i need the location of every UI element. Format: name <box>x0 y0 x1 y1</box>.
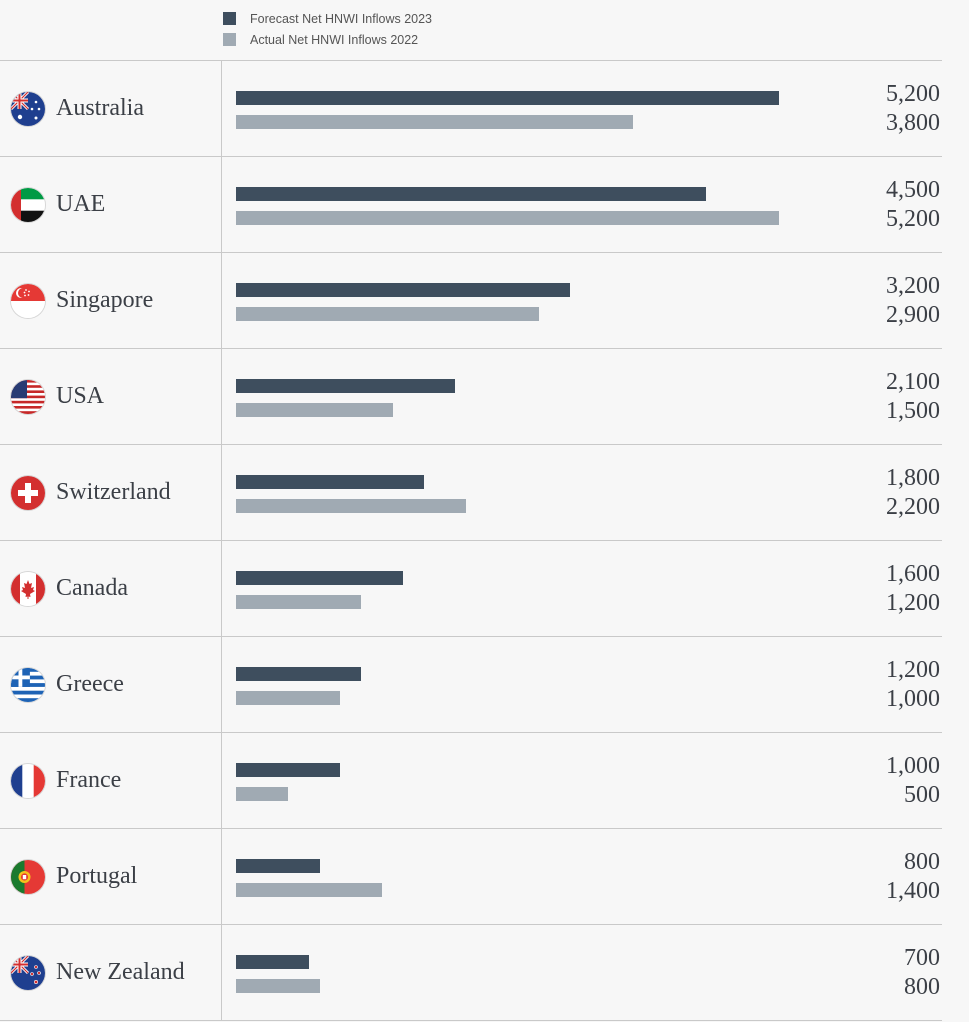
forecast-value-label: 800 <box>904 849 940 875</box>
actual-bar <box>236 979 320 993</box>
forecast-bar <box>236 571 404 585</box>
france-flag-icon <box>11 763 45 798</box>
category-label: Greece <box>56 671 124 697</box>
forecast-bar <box>236 379 456 393</box>
canada-flag-icon <box>11 571 45 606</box>
actual-value-label: 500 <box>904 782 940 808</box>
actual-bar <box>236 595 362 609</box>
forecast-bar <box>236 91 779 105</box>
country-cell: Portugal <box>0 829 222 924</box>
forecast-bar <box>236 859 320 873</box>
actual-value-label: 1,400 <box>886 878 940 904</box>
country-cell: Switzerland <box>0 445 222 540</box>
actual-bar <box>236 883 383 897</box>
chart-row: Greece 1,200 1,000 <box>0 637 942 733</box>
legend-swatch-actual <box>223 33 236 46</box>
legend-item-actual: Actual Net HNWI Inflows 2022 <box>223 29 432 50</box>
forecast-value-label: 1,800 <box>886 465 940 491</box>
actual-bar <box>236 499 466 513</box>
greece-flag-icon <box>11 667 45 702</box>
category-label: Switzerland <box>56 479 171 505</box>
category-label: Singapore <box>56 287 154 313</box>
chart-row: Australia 5,200 3,800 <box>0 61 942 157</box>
actual-bar <box>236 115 633 129</box>
forecast-bar <box>236 667 362 681</box>
portugal-flag-icon <box>11 859 45 894</box>
category-label: Australia <box>56 95 144 121</box>
actual-value-label: 800 <box>904 974 940 1000</box>
chart-row: Switzerland 1,800 2,200 <box>0 445 942 541</box>
category-label: USA <box>56 383 105 409</box>
category-label: France <box>56 767 122 793</box>
forecast-bar <box>236 475 424 489</box>
bar-chart-table: Australia 5,200 3,800 UAE 4,500 5,200 Singapor… <box>0 60 942 1021</box>
uae-flag-icon <box>11 187 45 222</box>
chart-row: New Zealand 700 800 <box>0 925 942 1021</box>
actual-value-label: 1,500 <box>886 398 940 424</box>
forecast-value-label: 3,200 <box>886 273 940 299</box>
category-label: Canada <box>56 575 128 601</box>
actual-value-label: 2,200 <box>886 494 940 520</box>
legend-label-forecast: Forecast Net HNWI Inflows 2023 <box>250 11 433 26</box>
actual-bar <box>236 403 393 417</box>
chart-row: France 1,000 500 <box>0 733 942 829</box>
country-cell: Canada <box>0 541 222 636</box>
country-cell: UAE <box>0 157 222 252</box>
actual-bar <box>236 307 539 321</box>
forecast-bar <box>236 283 571 297</box>
forecast-value-label: 1,200 <box>886 657 940 683</box>
country-cell: Greece <box>0 637 222 732</box>
switzerland-flag-icon <box>11 475 45 510</box>
chart-legend: Forecast Net HNWI Inflows 2023 Actual Ne… <box>223 8 432 50</box>
legend-swatch-forecast <box>223 12 236 25</box>
actual-value-label: 2,900 <box>886 302 940 328</box>
country-cell: USA <box>0 349 222 444</box>
actual-bar <box>236 691 341 705</box>
legend-item-forecast: Forecast Net HNWI Inflows 2023 <box>223 8 432 29</box>
actual-value-label: 1,000 <box>886 686 940 712</box>
forecast-value-label: 2,100 <box>886 369 940 395</box>
country-cell: France <box>0 733 222 828</box>
actual-bar <box>236 787 289 801</box>
forecast-value-label: 5,200 <box>886 81 940 107</box>
category-label: New Zealand <box>56 959 185 985</box>
country-cell: Singapore <box>0 253 222 348</box>
forecast-value-label: 700 <box>904 945 940 971</box>
forecast-bar <box>236 955 310 969</box>
category-label: UAE <box>56 191 106 217</box>
category-label: Portugal <box>56 863 138 889</box>
actual-value-label: 1,200 <box>886 590 940 616</box>
chart-row: Singapore 3,200 2,900 <box>0 253 942 349</box>
country-cell: Australia <box>0 61 222 156</box>
usa-flag-icon <box>11 379 45 414</box>
forecast-bar <box>236 187 706 201</box>
chart-row: USA 2,100 1,500 <box>0 349 942 445</box>
legend-label-actual: Actual Net HNWI Inflows 2022 <box>250 32 419 47</box>
chart-row: Canada 1,600 1,200 <box>0 541 942 637</box>
forecast-bar <box>236 763 341 777</box>
country-cell: New Zealand <box>0 925 222 1020</box>
actual-value-label: 5,200 <box>886 206 940 232</box>
singapore-flag-icon <box>11 283 45 318</box>
forecast-value-label: 4,500 <box>886 177 940 203</box>
chart-row: UAE 4,500 5,200 <box>0 157 942 253</box>
actual-bar <box>236 211 779 225</box>
chart-row: Portugal 800 1,400 <box>0 829 942 925</box>
actual-value-label: 3,800 <box>886 110 940 136</box>
forecast-value-label: 1,600 <box>886 561 940 587</box>
new-zealand-flag-icon <box>11 955 45 990</box>
australia-flag-icon <box>11 91 45 126</box>
forecast-value-label: 1,000 <box>886 753 940 779</box>
